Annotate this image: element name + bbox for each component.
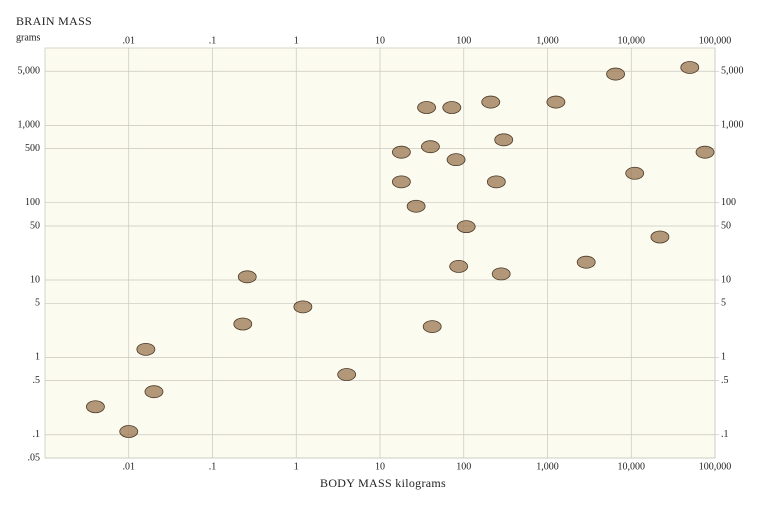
animal-point (293, 300, 313, 314)
y-tick-label: 10 (30, 274, 40, 285)
y-tick-label: 50 (30, 220, 40, 231)
y2-tick-label: .5 (721, 375, 729, 386)
y2-tick-label: 1,000 (721, 120, 744, 131)
y2-tick-label: 100 (721, 197, 736, 208)
x-tick-label: 1,000 (536, 461, 559, 472)
x-tick-label: .1 (209, 461, 217, 472)
animal-point (391, 175, 411, 189)
y-tick-label: 5 (35, 298, 40, 309)
x-tick-label: 10 (375, 461, 385, 472)
animal-point (144, 385, 164, 399)
animal-point (456, 220, 476, 234)
y-tick-label: .1 (33, 429, 41, 440)
y-tick-label: .5 (33, 375, 41, 386)
y-tick-label: 1 (35, 352, 40, 363)
animal-point (119, 425, 139, 438)
y-tick-label: 1,000 (18, 120, 41, 131)
animal-point (494, 133, 514, 147)
animal-point (449, 260, 469, 273)
x-axis-title: BODY MASS kilograms (320, 476, 446, 490)
animal-point (337, 368, 357, 381)
animal-point (86, 400, 105, 414)
animal-point (233, 317, 253, 331)
x-tick-label: 1,000 (536, 35, 559, 46)
y2-tick-label: 10 (721, 274, 731, 285)
animal-point (576, 255, 596, 269)
y-tick-label: .05 (28, 452, 41, 463)
x-tick-label: .01 (123, 461, 136, 472)
y-tick-label: 500 (25, 143, 40, 154)
x-tick-label: 10,000 (618, 461, 646, 472)
y2-tick-label: 5,000 (721, 66, 744, 77)
x-tick-label: .01 (123, 35, 136, 46)
animal-point (237, 270, 257, 284)
x-tick-label: 1 (294, 461, 299, 472)
animal-point (481, 95, 501, 109)
y-axis-unit: grams (16, 32, 41, 43)
y2-tick-label: .1 (721, 429, 729, 440)
animal-point (491, 267, 511, 281)
y2-tick-label: 1 (721, 352, 726, 363)
animal-point (486, 175, 506, 189)
x-tick-label: 10,000 (618, 35, 646, 46)
animal-point (606, 67, 625, 81)
x-tick-label: .1 (209, 35, 217, 46)
animal-point (391, 145, 411, 159)
animal-point (136, 342, 156, 356)
x-tick-label: 10 (375, 35, 385, 46)
y-axis-title: BRAIN MASS (16, 14, 92, 28)
x-tick-label: 100 (456, 461, 471, 472)
animal-point (695, 145, 715, 159)
animal-point (406, 199, 426, 213)
x-tick-label: 100,000 (699, 35, 732, 46)
x-tick-label: 100 (456, 35, 471, 46)
animal-point (625, 166, 645, 180)
animal-point (422, 320, 442, 333)
animal-point (680, 61, 700, 74)
y2-tick-label: 50 (721, 220, 731, 231)
animal-point (446, 153, 466, 167)
x-tick-label: 1 (294, 35, 299, 46)
animal-point (650, 230, 670, 244)
animal-point (421, 140, 440, 154)
animal-point (417, 101, 436, 114)
y2-tick-label: 5 (721, 298, 726, 309)
y-tick-label: 5,000 (18, 66, 41, 77)
animal-point (442, 101, 462, 114)
y-tick-label: 100 (25, 197, 40, 208)
animal-point (546, 95, 566, 109)
x-tick-label: 100,000 (699, 461, 732, 472)
